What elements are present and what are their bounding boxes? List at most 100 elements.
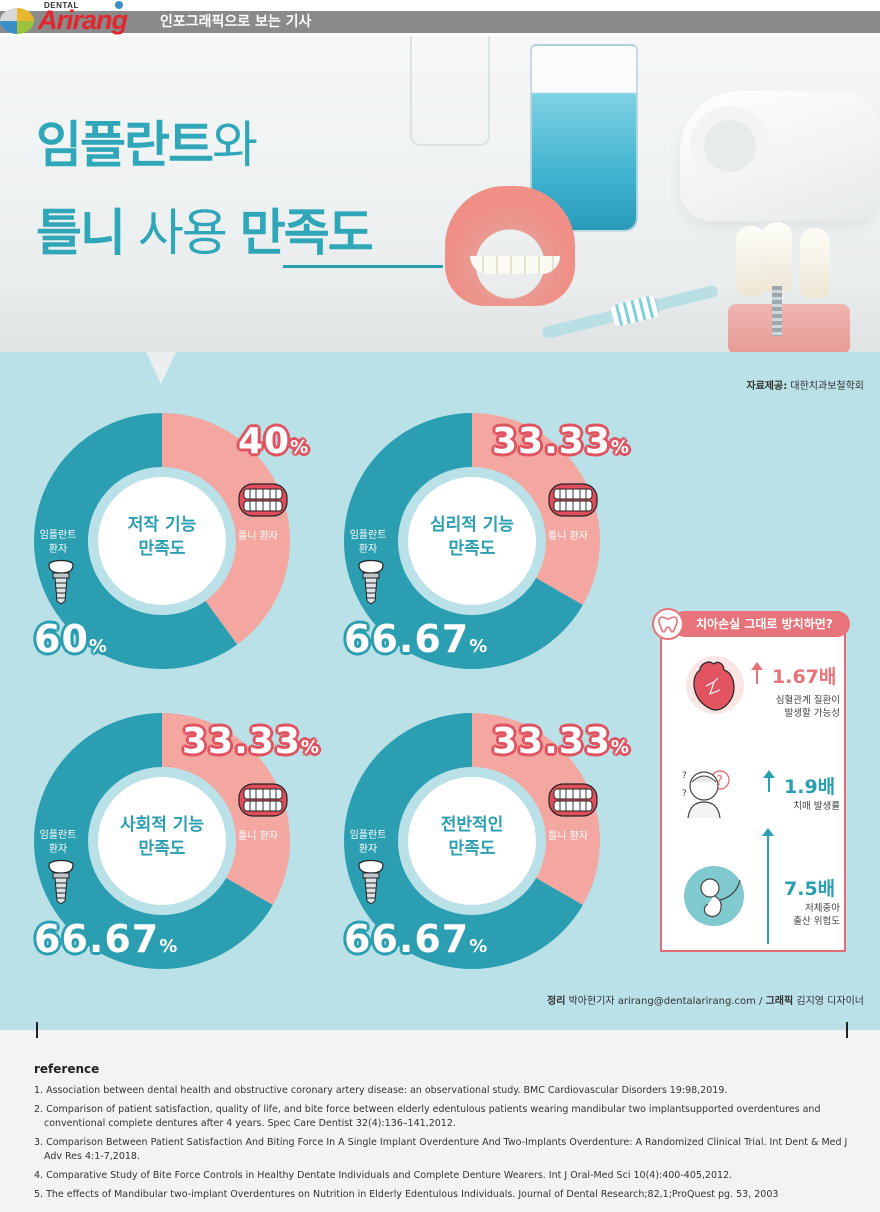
title-line1-bold: 임플란트 bbox=[36, 116, 214, 174]
title-line2-light: 사용 bbox=[124, 204, 240, 262]
page-title-line1: 임플란트와 bbox=[36, 115, 258, 175]
title-line1-light: 와 bbox=[212, 116, 258, 174]
svg-text:?: ? bbox=[682, 789, 687, 799]
arrow-up-icon bbox=[756, 666, 758, 684]
donut-center bbox=[98, 477, 226, 605]
denture-percent-label: 33.33% bbox=[492, 721, 630, 762]
implant-model-base bbox=[728, 304, 850, 352]
implant-patient-label: 임플란트 환자 bbox=[39, 830, 77, 855]
tooth-model-right bbox=[800, 228, 830, 298]
implant-icon bbox=[356, 857, 386, 909]
denture-teeth-illustration bbox=[470, 256, 560, 274]
title-line2-bold: 틀니 bbox=[36, 204, 126, 262]
denture-percent-value: 33.33 bbox=[492, 421, 611, 462]
teeth-icon bbox=[548, 483, 598, 521]
credits-label-editor: 정리 bbox=[547, 996, 566, 1007]
donut-slice-denture bbox=[162, 713, 290, 905]
panel-notch bbox=[146, 352, 176, 384]
donut-center-label: 사회적 기능 만족도 bbox=[119, 815, 205, 859]
denture-patient-label: 틀니 환자 bbox=[548, 531, 588, 542]
risk-value-heart: 1.67배 bbox=[772, 666, 837, 688]
reference-item: 5. The effects of Mandibular two-implant… bbox=[34, 1189, 779, 1200]
brand-logo-text[interactable]: Arirang bbox=[38, 5, 128, 35]
title-underline bbox=[283, 265, 443, 268]
percent-sign: % bbox=[290, 437, 310, 458]
implant-percent-label: 66.67% bbox=[344, 917, 488, 961]
reference-item: 3. Comparison Between Patient Satisfacti… bbox=[34, 1137, 848, 1162]
header-caption: 인포그래픽으로 보는 기사 bbox=[160, 14, 312, 30]
credits-graphic: 김지영 디자이너 bbox=[796, 996, 864, 1007]
teeth-icon bbox=[548, 783, 598, 821]
risk-title: 치아손실 그대로 방치하면? bbox=[672, 611, 850, 637]
risk-value-fetus: 7.5배 bbox=[784, 878, 836, 900]
percent-sign: % bbox=[300, 737, 320, 758]
brand-small-text: DENTAL bbox=[44, 1, 79, 10]
svg-text:?: ? bbox=[682, 771, 687, 781]
donut-slice-denture bbox=[162, 413, 290, 645]
percent-sign: % bbox=[610, 437, 630, 458]
risk-desc-heart: 심혈관계 질환이 발생할 가능성 bbox=[775, 695, 840, 719]
hero-banner bbox=[0, 36, 880, 352]
heart-icon bbox=[693, 661, 735, 711]
credits-label-graphic: 그래픽 bbox=[765, 996, 794, 1007]
implant-percent-value: 66.67 bbox=[344, 617, 470, 661]
references-title: reference bbox=[34, 1062, 100, 1076]
donut-chart bbox=[34, 713, 290, 969]
donut-center-label: 심리적 기능 만족도 bbox=[429, 515, 515, 559]
logo-dot-icon bbox=[115, 1, 123, 9]
arrow-up-head-icon bbox=[763, 770, 775, 778]
implant-patient-label: 임플란트 환자 bbox=[349, 530, 387, 555]
implant-icon bbox=[356, 557, 386, 609]
long-arrow-line-icon bbox=[767, 834, 769, 944]
crop-mark-right bbox=[846, 1022, 848, 1038]
donut-slice-denture bbox=[472, 413, 600, 605]
references-area bbox=[0, 1030, 880, 1212]
reference-item: 2. Comparison of patient satisfaction, q… bbox=[34, 1104, 821, 1129]
risk-value-dementia: 1.9배 bbox=[784, 776, 836, 798]
implant-percent-value: 66.67 bbox=[34, 917, 160, 961]
donut-slice-implant bbox=[33, 413, 238, 669]
implant-post-illustration bbox=[772, 286, 782, 336]
percent-sign: % bbox=[469, 936, 489, 957]
source-credit: 자료제공: 대한치과보철학회 bbox=[746, 377, 864, 392]
credits: 정리 박아현기자 arirang@dentalarirang.com / 그래픽… bbox=[547, 992, 864, 1007]
teeth-icon bbox=[238, 483, 288, 521]
elderly-confused-icon: ? ? ? bbox=[682, 770, 730, 819]
donut-chart bbox=[33, 413, 290, 669]
donut-center-label: 저작 기능 만족도 bbox=[127, 515, 197, 559]
header-strip bbox=[0, 11, 880, 33]
donut-slice-implant bbox=[344, 713, 583, 969]
denture-patient-label: 틀니 환자 bbox=[238, 531, 278, 542]
implant-icon bbox=[46, 557, 76, 609]
svg-text:?: ? bbox=[716, 774, 723, 789]
denture-percent-label: 33.33% bbox=[182, 721, 320, 762]
references-list: 1. Association between dental health and… bbox=[34, 1084, 854, 1207]
denture-percent-value: 33.33 bbox=[182, 721, 301, 762]
donut-center-label: 전반적인 만족도 bbox=[440, 815, 504, 859]
header-bar: DENTAL Arirang 인포그래픽으로 보는 기사 bbox=[0, 0, 880, 36]
implant-percent-label: 66.67% bbox=[344, 617, 488, 661]
percent-sign: % bbox=[88, 636, 108, 657]
towel-roll-illustration bbox=[690, 106, 770, 186]
denture-illustration bbox=[445, 186, 575, 306]
donut-chart bbox=[344, 413, 600, 669]
implant-percent-value: 66.67 bbox=[344, 917, 470, 961]
risk-desc-dementia: 치매 발생률 bbox=[793, 801, 840, 812]
tooth-model-middle bbox=[762, 222, 792, 292]
tooth-loss-icon bbox=[652, 608, 684, 640]
reference-item: 4. Comparative Study of Bite Force Contr… bbox=[34, 1170, 733, 1181]
risk-header: 치아손실 그대로 방치하면? bbox=[652, 608, 852, 640]
implant-percent-label: 60% bbox=[34, 617, 108, 661]
percent-sign: % bbox=[610, 737, 630, 758]
teeth-icon bbox=[238, 783, 288, 821]
long-arrow-head-icon bbox=[762, 828, 774, 836]
credits-editor: 박아현기자 arirang@dentalarirang.com / bbox=[568, 996, 763, 1007]
implant-percent-label: 66.67% bbox=[34, 917, 178, 961]
empty-glass-illustration bbox=[410, 36, 490, 146]
title-line2-underlined: 만족도 bbox=[239, 204, 374, 262]
implant-patient-label: 임플란트 환자 bbox=[349, 830, 387, 855]
percent-sign: % bbox=[469, 636, 489, 657]
donut-slice-implant bbox=[34, 713, 273, 969]
denture-percent-value: 33.33 bbox=[492, 721, 611, 762]
reference-item: 1. Association between dental health and… bbox=[34, 1085, 728, 1096]
